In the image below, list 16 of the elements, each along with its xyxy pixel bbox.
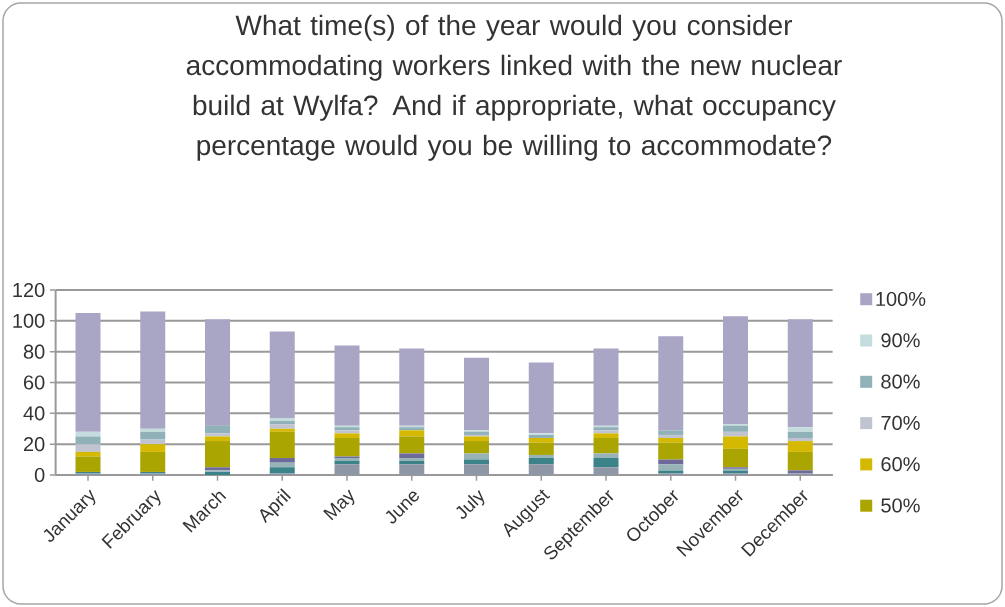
y-tick-label: 80	[23, 344, 45, 359]
legend-label: 90%	[881, 333, 920, 348]
x-tick-label: May	[323, 489, 355, 521]
legend-label: 100%	[876, 291, 926, 307]
x-tick-label: July	[456, 489, 485, 519]
y-tick-label: 20	[23, 437, 45, 452]
y-tick-label: 40	[23, 406, 45, 421]
legend-label: 60%	[881, 457, 920, 472]
y-tick-label: 100	[13, 313, 45, 328]
legend-label: 50%	[881, 498, 920, 513]
y-tick-label: 60	[24, 375, 45, 390]
legend-label: 80%	[881, 374, 920, 389]
legend-label: 70%	[881, 415, 920, 430]
y-tick-label: 0	[34, 467, 45, 483]
chart-title: What time(s) of the year would you consider accommodating workers linked with the new nuclear build at Wylfa? And if appropriate, what occupancy percentage would you be willing to accommodate?	[186, 14, 842, 161]
y-tick-label: 120	[13, 282, 45, 298]
